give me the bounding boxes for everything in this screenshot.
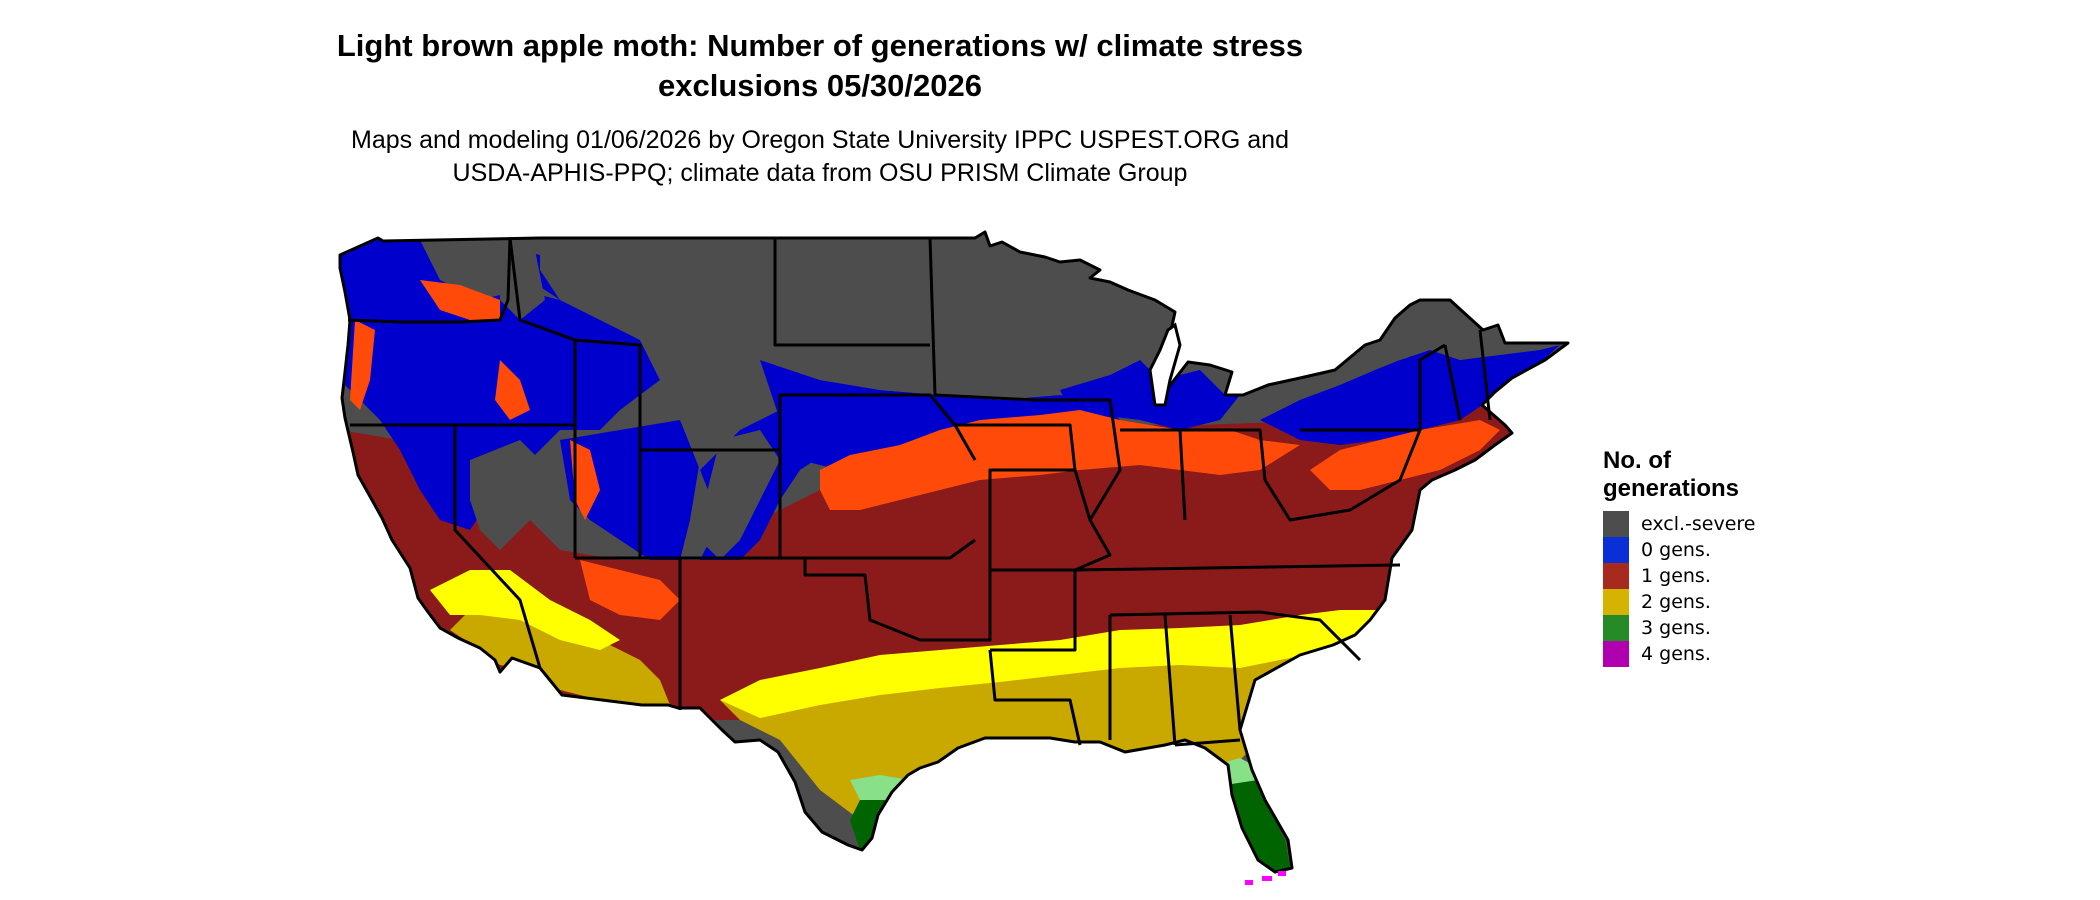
legend-title-line1: No. of [1603,447,1671,474]
legend-label: 1 gens. [1641,565,1711,587]
legend-item: 2 gens. [1603,589,1803,615]
map-region-0gen-plains [760,360,1120,470]
map-subtitle-line1: Maps and modeling 01/06/2026 by Oregon S… [351,126,1289,154]
legend-label: 0 gens. [1641,539,1711,561]
map-region-excluded-michigan-up [1188,362,1232,395]
border-wv-va-pa [1263,428,1422,522]
border-mt-wy [574,338,780,452]
map-region-excluded-idaho [500,250,545,320]
border-ia-mo-ks [955,423,1077,572]
border-mn-wi [928,237,1070,402]
map-title-line2: exclusions 05/30/2026 [657,68,982,103]
border-ca-or-nv [350,423,542,669]
us-generations-map [338,230,1570,885]
legend: No. of generations excl.-severe 0 gens. 1 … [1603,447,1803,667]
map-region-2gen-gold-southwest [450,600,670,705]
legend-title-line2: generations [1603,475,1740,502]
map-region-0gen-southwest [560,420,700,560]
state-borders [347,237,1492,747]
map-region-excluded-nevada [470,440,550,550]
border-or-wa-id [347,237,512,324]
legend-label: 3 gens. [1641,617,1711,639]
map-region-1gen-orange-az [580,560,680,620]
legend-label: 2 gens. [1641,591,1711,613]
legend-item: 4 gens. [1603,641,1803,667]
legend-item: excl.-severe [1603,511,1803,537]
border-ny-new-england [1418,329,1492,430]
legend-label: 4 gens. [1641,643,1711,665]
map-subtitle-line2: USDA-APHIS-PPQ; climate data from OSU PR… [452,159,1188,187]
legend-swatch [1603,537,1629,563]
legend-swatch [1603,511,1629,537]
map-region-1gen-orange-interior [495,360,530,420]
map-region-2gen-yellow-south [720,610,1400,718]
border-il-in-oh [1070,398,1267,521]
map-region-excluded-rockies [700,430,780,560]
map-region-1gen-orange-nw2 [350,320,375,410]
map-region-0gen-upper-midwest [1060,360,1240,430]
map-region-excluded-northeast [1380,300,1520,360]
map-region-excluded-north-plains [540,232,1128,470]
map-region-1gen-orange-nw [420,280,500,320]
legend-item: 3 gens. [1603,615,1803,641]
border-sd-ne [778,393,977,461]
legend-item: 1 gens. [1603,563,1803,589]
map-region-1gen-orange-utah [570,440,600,520]
legend-swatch [1603,641,1629,667]
legend-label: excl.-severe [1641,513,1756,535]
border-ga-fl-sc [1174,610,1362,747]
map-region-2gen-yellow-southwest [430,570,620,650]
legend-swatch [1603,589,1629,615]
border-la-ar-ms [988,649,1082,746]
map-title-line1: Light brown apple moth: Number of genera… [336,28,1304,63]
map-region-excluded-great-lakes [1090,282,1175,375]
map-region-1gen-orange-east [1310,420,1500,490]
legend-items: excl.-severe 0 gens. 1 gens. 2 gens. 3 gens.… [1603,511,1803,667]
border-id-mt [508,237,577,425]
border-nd-sd [773,238,930,347]
border-ms-al [1108,614,1177,746]
border-mo-ar [990,469,1112,652]
border-tx-nm-ok [680,556,992,642]
legend-swatch [1603,615,1629,641]
legend-item: 0 gens. [1603,537,1803,563]
lake-michigan [1148,322,1182,407]
border-co-ks-ok [778,450,976,560]
map-region-3gen-darkgreen-florida [1225,780,1290,872]
border-tn-ky [1074,563,1401,617]
legend-swatch [1603,563,1629,589]
florida-keys-4gen [1245,871,1286,885]
